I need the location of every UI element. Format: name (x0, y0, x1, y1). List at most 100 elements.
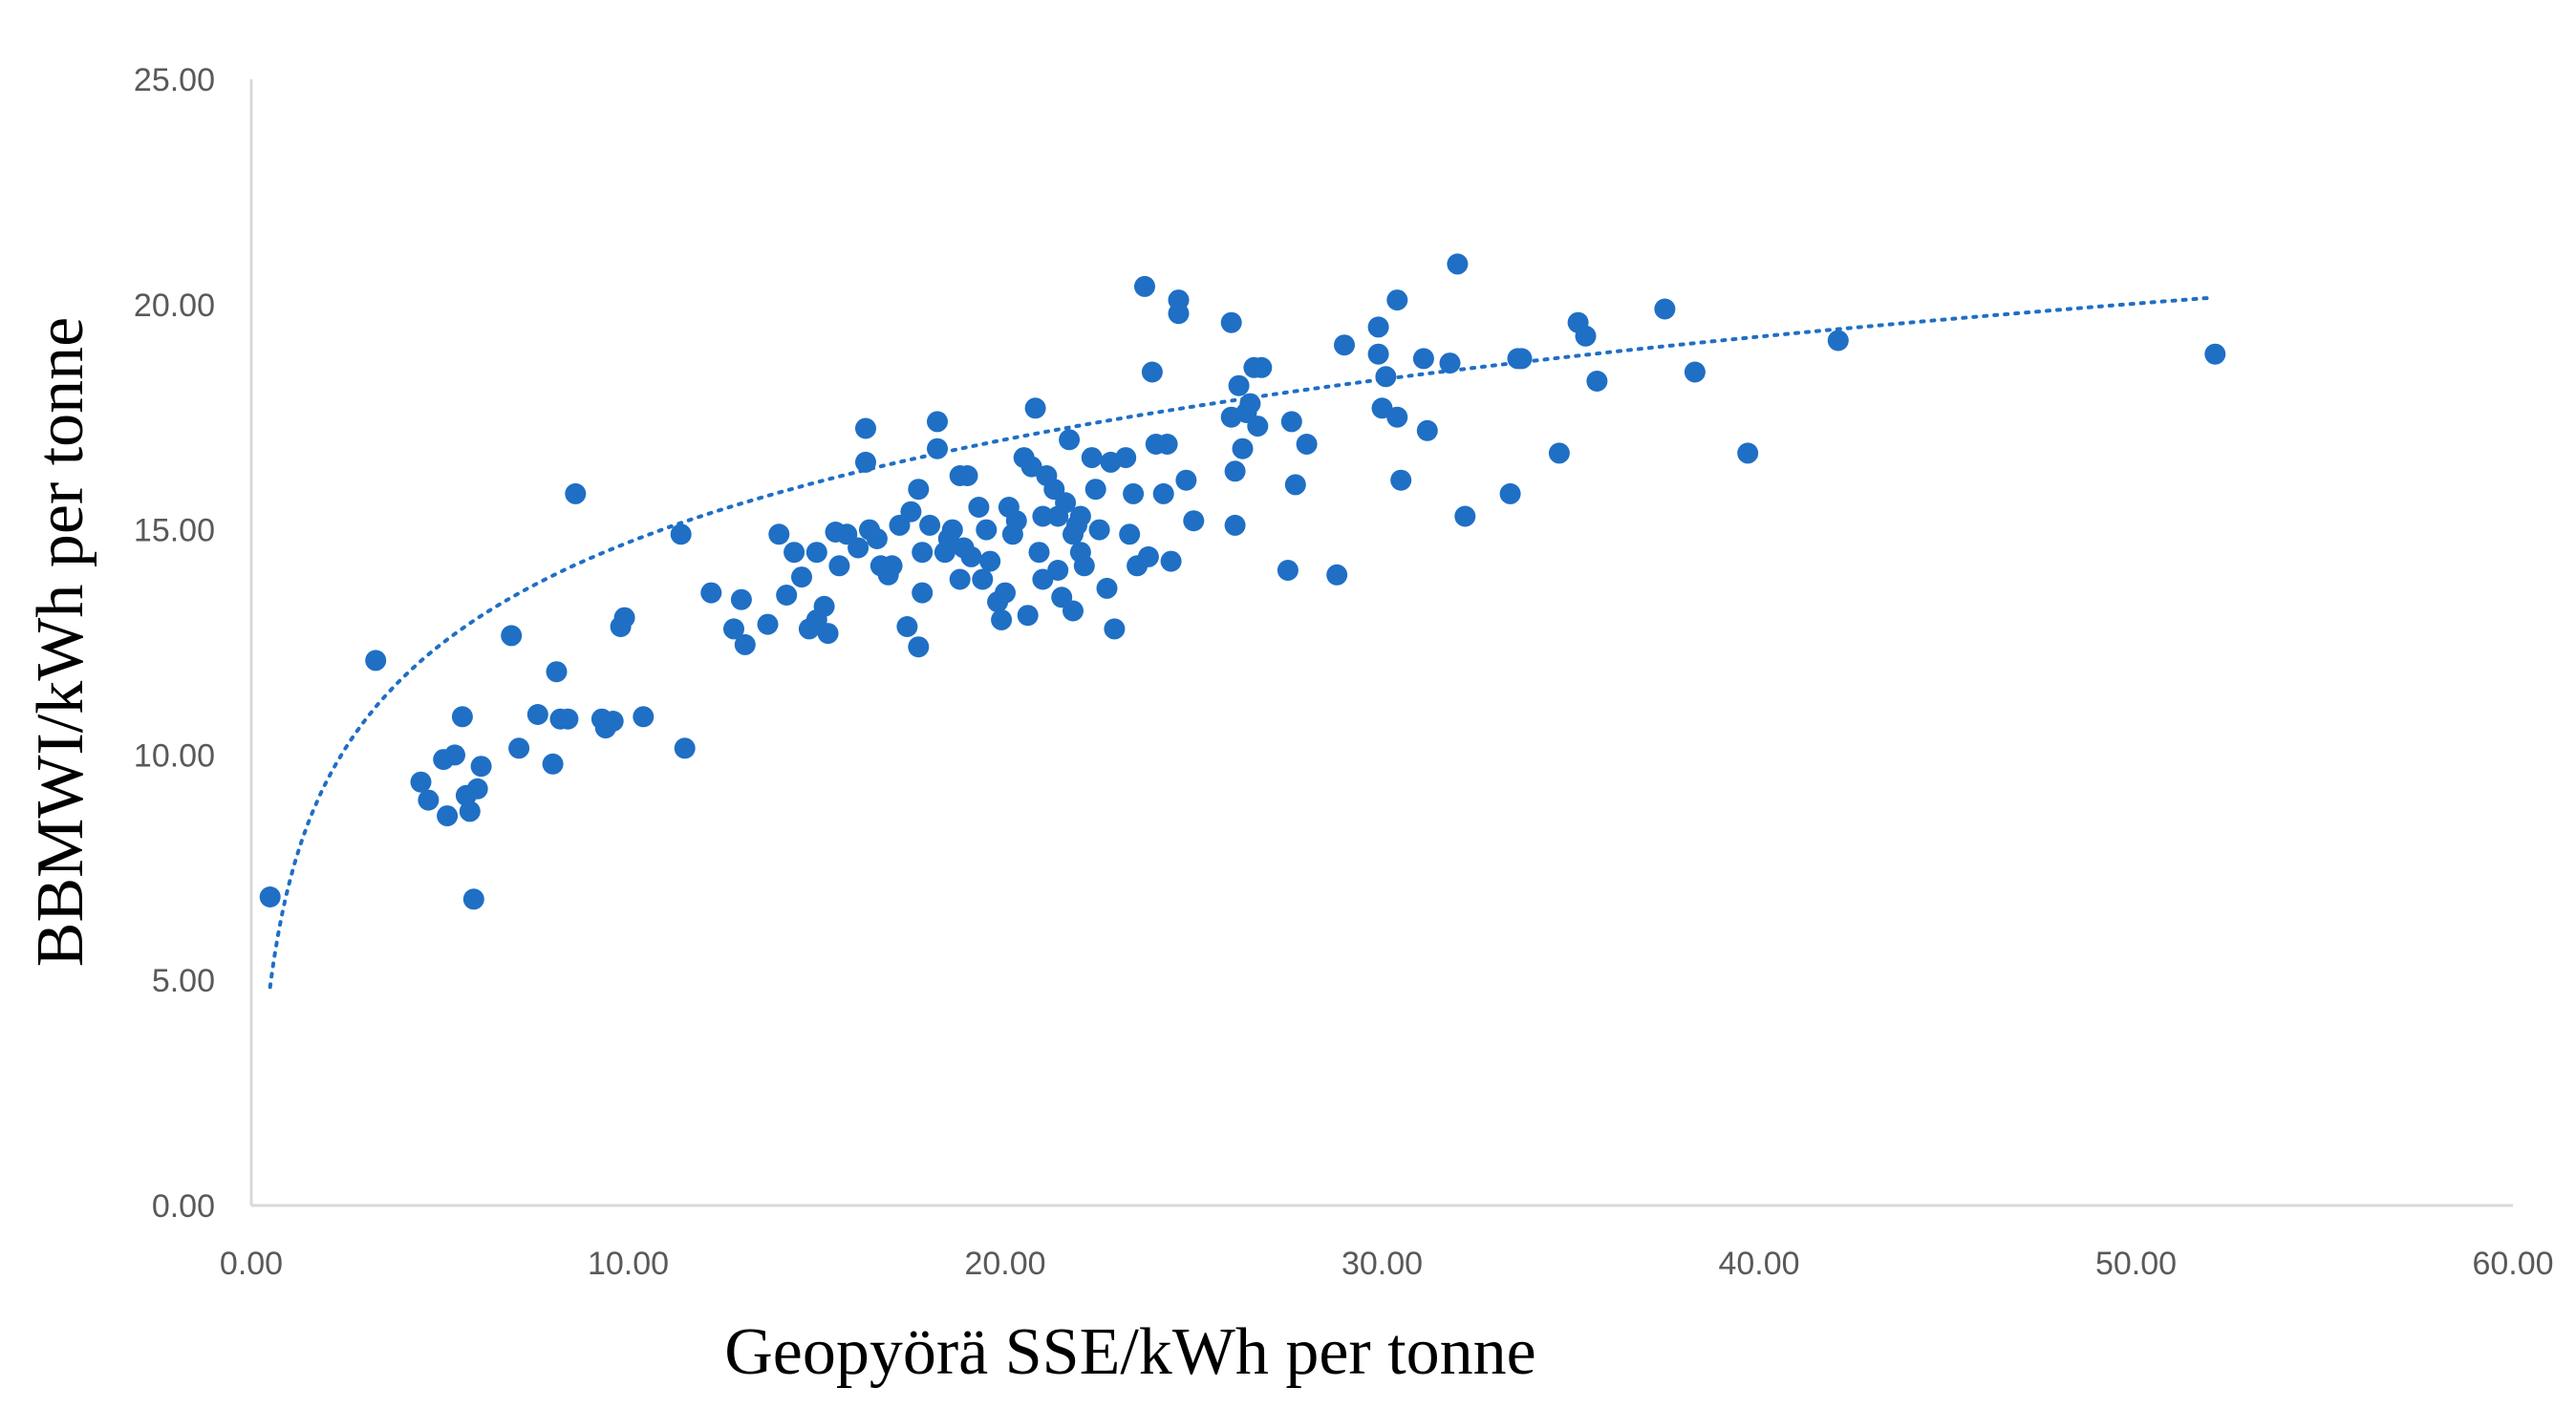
data-point (784, 542, 805, 564)
data-point (1175, 469, 1197, 491)
data-point (444, 744, 465, 766)
data-point (1251, 356, 1273, 378)
data-point (1511, 348, 1533, 370)
data-point (1081, 447, 1103, 469)
x-tick-label: 60.00 (2472, 1246, 2553, 1282)
data-point (1371, 397, 1393, 419)
data-point (1454, 505, 1476, 527)
data-point (1032, 505, 1054, 527)
data-point (730, 588, 752, 610)
data-point (1088, 519, 1110, 541)
data-point (1059, 429, 1081, 451)
data-point (1096, 577, 1118, 599)
data-point (418, 789, 440, 811)
data-point (972, 568, 994, 590)
data-point (259, 886, 281, 907)
data-point (1028, 542, 1050, 564)
data-point (768, 523, 790, 545)
data-point (1375, 366, 1397, 388)
data-point (956, 465, 978, 486)
data-point (462, 888, 484, 910)
data-point (1284, 474, 1306, 496)
data-point (1220, 311, 1242, 333)
data-point (1024, 397, 1046, 419)
data-point (1017, 605, 1039, 627)
data-point (976, 519, 998, 541)
data-point (437, 805, 459, 827)
data-point (723, 618, 744, 640)
data-point (813, 595, 835, 617)
y-tick-label: 10.00 (134, 737, 215, 774)
data-point (1160, 550, 1182, 572)
data-point (2204, 343, 2226, 365)
data-point (466, 778, 488, 800)
y-tick-label: 20.00 (134, 288, 215, 324)
data-point (613, 607, 635, 629)
data-point (1296, 434, 1318, 455)
data-point (1183, 510, 1205, 532)
data-point (1367, 316, 1389, 338)
x-axis-title: Geopyörä SSE/kWh per tonne (724, 1315, 1536, 1389)
data-points (259, 253, 2226, 910)
data-point (1115, 447, 1137, 469)
data-point (1232, 437, 1254, 459)
data-point (912, 542, 934, 564)
data-point (1575, 325, 1597, 347)
data-point (1228, 374, 1250, 396)
data-point (1548, 442, 1570, 464)
data-point (508, 737, 530, 759)
data-point (908, 636, 930, 658)
data-point (968, 497, 990, 518)
data-point (1134, 275, 1155, 297)
data-point (1047, 560, 1069, 581)
data-point (1439, 352, 1461, 374)
data-point (365, 650, 387, 672)
data-point (1123, 482, 1145, 504)
data-point (1412, 348, 1434, 370)
data-point (1084, 479, 1106, 501)
data-point (848, 537, 869, 559)
data-point (602, 711, 624, 732)
data-point (1280, 411, 1302, 433)
data-point (542, 753, 564, 775)
data-point (1239, 393, 1261, 415)
x-tick-label: 0.00 (220, 1246, 283, 1282)
data-point (670, 523, 692, 545)
data-point (700, 582, 722, 604)
data-point (881, 555, 903, 577)
data-point (1386, 289, 1408, 311)
data-point (828, 555, 850, 577)
data-point (896, 616, 918, 637)
data-point (1156, 434, 1178, 455)
data-point (1654, 298, 1676, 320)
data-point (1032, 568, 1054, 590)
x-tick-label: 20.00 (964, 1246, 1045, 1282)
data-point (919, 514, 941, 536)
data-point (960, 545, 982, 567)
data-point (991, 608, 1013, 630)
data-point (1827, 330, 1849, 352)
x-tick-label: 10.00 (588, 1246, 669, 1282)
data-point (734, 633, 756, 655)
y-tick-label: 25.00 (134, 62, 215, 98)
data-point (1334, 334, 1355, 356)
data-point (633, 706, 655, 728)
data-point (526, 704, 548, 725)
data-point (546, 661, 568, 683)
data-point (908, 479, 930, 501)
data-point (1141, 361, 1163, 383)
data-point (1224, 514, 1246, 536)
data-point (1447, 253, 1469, 275)
data-point (927, 411, 948, 433)
data-point (941, 519, 963, 541)
data-point (410, 771, 432, 793)
data-point (1104, 618, 1126, 640)
data-point (459, 800, 481, 822)
data-point (900, 501, 922, 523)
data-point (1367, 343, 1389, 365)
data-point (817, 623, 839, 645)
data-point (1737, 442, 1759, 464)
data-point (1073, 555, 1095, 577)
y-tick-labels: 0.00 5.00 10.00 15.00 20.00 25.00 (134, 62, 215, 1225)
